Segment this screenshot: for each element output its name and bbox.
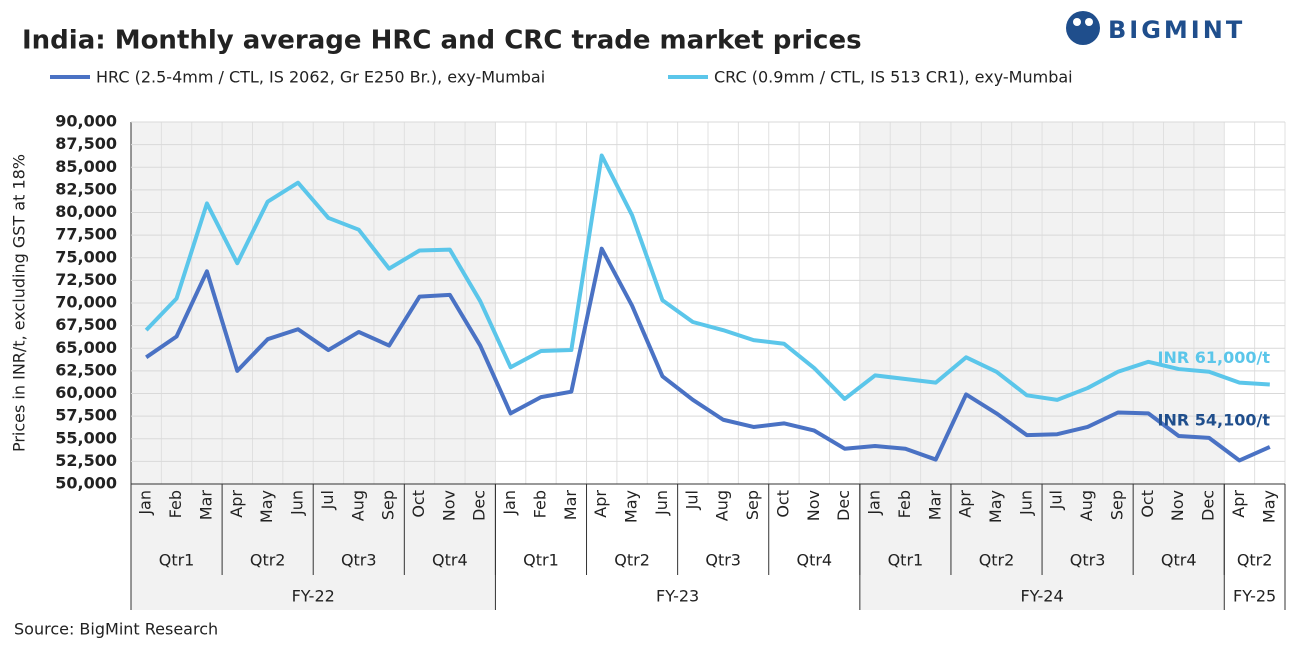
logo-icon-dot (1073, 18, 1081, 26)
y-tick-label: 80,000 (55, 202, 117, 221)
quarter-label: Qtr1 (523, 551, 559, 570)
quarter-label: Qtr3 (341, 551, 377, 570)
quarter-label: Qtr3 (1070, 551, 1106, 570)
quarter-label: Qtr2 (1237, 551, 1273, 570)
x-tick-label: May (986, 490, 1005, 523)
logo-icon (1066, 11, 1100, 45)
x-tick-label: Jul (1047, 490, 1066, 510)
quarter-label: Qtr1 (159, 551, 195, 570)
x-tick-label: Sep (743, 490, 762, 520)
y-tick-label: 52,500 (55, 451, 117, 470)
y-tick-label: 82,500 (55, 179, 117, 198)
legend-label: HRC (2.5-4mm / CTL, IS 2062, Gr E250 Br.… (96, 68, 545, 87)
quarter-label: Qtr4 (432, 551, 468, 570)
y-tick-label: 50,000 (55, 474, 117, 493)
x-tick-label: Feb (166, 490, 185, 518)
y-tick-label: 60,000 (55, 383, 117, 402)
x-tick-label: May (257, 490, 276, 523)
fy-label: FY-23 (656, 587, 699, 606)
x-tick-label: Apr (956, 490, 975, 518)
x-tick-label: Jun (288, 490, 307, 516)
fy-label: FY-22 (292, 587, 335, 606)
x-tick-label: Sep (379, 490, 398, 520)
x-tick-label: Apr (227, 490, 246, 518)
x-tick-label: Jul (682, 490, 701, 510)
x-tick-label: Dec (470, 490, 489, 521)
y-tick-label: 70,000 (55, 293, 117, 312)
quarter-label: Qtr4 (796, 551, 832, 570)
end-label: INR 61,000/t (1158, 348, 1271, 367)
x-tick-label: Jan (865, 490, 884, 516)
logo-text: BIGMINT (1108, 16, 1245, 44)
y-tick-label: 65,000 (55, 338, 117, 357)
y-axis-label: Prices in INR/t, excluding GST at 18% (10, 154, 29, 452)
source: Source: BigMint Research (14, 620, 218, 639)
x-tick-label: Aug (1077, 490, 1096, 521)
chart-title: India: Monthly average HRC and CRC trade… (22, 26, 862, 56)
x-tick-label: Aug (713, 490, 732, 521)
x-tick-label: Jul (318, 490, 337, 510)
logo-icon-dot (1085, 18, 1093, 26)
x-tick-label: Apr (591, 490, 610, 518)
x-tick-label: Jun (1016, 490, 1035, 516)
fy-label: FY-25 (1233, 587, 1276, 606)
x-tick-label: Aug (348, 490, 367, 521)
quarter-label: Qtr2 (250, 551, 286, 570)
x-tick-label: Feb (895, 490, 914, 518)
x-tick-label: Nov (439, 490, 458, 521)
x-tick-label: Dec (834, 490, 853, 521)
x-tick-label: Oct (773, 490, 792, 518)
y-tick-label: 57,500 (55, 406, 117, 425)
x-tick-label: Jan (136, 490, 155, 516)
y-tick-label: 77,500 (55, 225, 117, 244)
x-tick-label: Feb (530, 490, 549, 518)
x-tick-label: Mar (561, 490, 580, 521)
series-line (145, 246, 1271, 463)
y-tick-label: 55,000 (55, 428, 117, 447)
x-tick-label: Nov (804, 490, 823, 521)
x-tick-label: Jun (652, 490, 671, 516)
x-tick-label: May (1259, 490, 1278, 523)
y-tick-label: 90,000 (55, 112, 117, 131)
x-tick-label: May (622, 490, 641, 523)
y-tick-label: 87,500 (55, 134, 117, 153)
x-tick-label: Oct (409, 490, 428, 518)
x-tick-label: Dec (1199, 490, 1218, 521)
y-tick-label: 85,000 (55, 157, 117, 176)
quarter-label: Qtr2 (979, 551, 1015, 570)
y-tick-label: 62,500 (55, 360, 117, 379)
end-label: INR 54,100/t (1158, 410, 1271, 429)
legend-label: CRC (0.9mm / CTL, IS 513 CR1), exy-Mumba… (714, 68, 1073, 87)
quarter-label: Qtr4 (1161, 551, 1197, 570)
series-line (144, 153, 1270, 402)
fy-label: FY-24 (1020, 587, 1063, 606)
x-tick-label: Oct (1138, 490, 1157, 518)
x-tick-label: Sep (1107, 490, 1126, 520)
x-tick-label: Apr (1229, 490, 1248, 518)
x-tick-label: Mar (196, 490, 215, 521)
y-tick-label: 75,000 (55, 247, 117, 266)
x-tick-label: Mar (925, 490, 944, 521)
x-tick-label: Jan (500, 490, 519, 516)
y-tick-label: 67,500 (55, 315, 117, 334)
y-tick-label: 72,500 (55, 270, 117, 289)
quarter-label: Qtr2 (614, 551, 650, 570)
x-tick-label: Nov (1168, 490, 1187, 521)
logo: BIGMINT (1066, 11, 1245, 45)
quarter-label: Qtr3 (705, 551, 741, 570)
quarter-label: Qtr1 (888, 551, 924, 570)
